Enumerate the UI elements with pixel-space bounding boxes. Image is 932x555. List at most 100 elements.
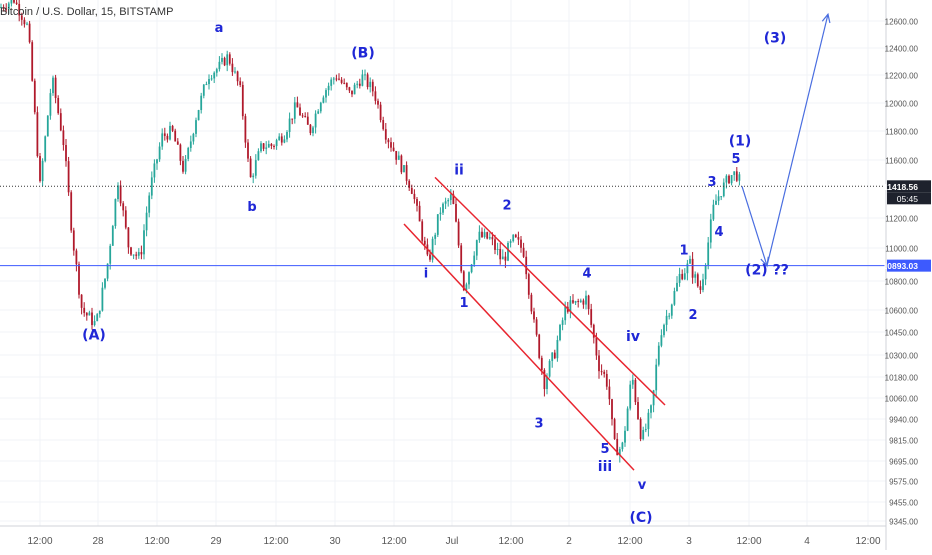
candle <box>33 78 36 115</box>
wave-label: 5 <box>731 152 740 167</box>
candle <box>332 76 335 85</box>
candle <box>335 74 338 82</box>
symbol-title: Bitcoin / U.S. Dollar, 15, BITSTAMP <box>0 6 174 18</box>
wave-label: b <box>247 200 256 215</box>
candle <box>122 201 125 217</box>
candle <box>5 3 8 13</box>
candle <box>49 88 52 120</box>
candle <box>475 239 478 261</box>
wave-label: 3 <box>707 175 716 190</box>
candle <box>171 124 174 133</box>
candle <box>278 133 281 141</box>
wave-label: 5 <box>600 442 609 457</box>
candle <box>548 359 551 378</box>
candle <box>18 0 21 22</box>
candle <box>585 290 587 310</box>
candle <box>260 141 262 153</box>
candle <box>67 156 70 196</box>
candle <box>231 58 234 76</box>
trendline-channel-lower[interactable] <box>403 223 635 471</box>
candle <box>104 278 106 290</box>
x-tick-label: 12:00 <box>144 536 169 547</box>
y-tick-label: 10800.00 <box>885 278 919 287</box>
candle <box>509 239 512 248</box>
candle <box>663 323 665 338</box>
candle <box>621 441 624 452</box>
candle <box>117 182 119 202</box>
candle <box>423 236 426 250</box>
candle <box>374 86 377 105</box>
trendline-channel-upper[interactable] <box>434 176 666 406</box>
y-tick-label: 9695.00 <box>889 458 918 467</box>
candle <box>338 73 340 81</box>
candle <box>163 127 166 141</box>
y-tick-label: 9345.00 <box>889 518 918 527</box>
candle <box>195 117 197 138</box>
candle <box>252 173 255 184</box>
candle <box>507 241 509 262</box>
candle <box>639 417 642 442</box>
candle <box>247 139 249 163</box>
candle <box>686 259 689 281</box>
candle <box>634 377 637 405</box>
candle <box>283 135 286 144</box>
time-axis[interactable]: 12:00 28 12:00 29 12:00 30 12:00 Jul 12:00 2 12:00… <box>27 536 880 547</box>
candle <box>57 95 60 115</box>
candle <box>715 194 717 205</box>
candle <box>304 112 307 118</box>
candle <box>306 112 309 125</box>
candle <box>421 219 424 245</box>
candle <box>683 268 686 281</box>
wave-label: (B) <box>351 45 374 61</box>
candle <box>322 95 325 104</box>
candle <box>439 207 442 221</box>
candle <box>325 88 327 103</box>
candle <box>236 70 239 86</box>
y-tick-label: 11000.00 <box>885 245 918 254</box>
wave-label: i <box>424 267 428 282</box>
candle <box>434 232 437 246</box>
candle <box>145 206 148 237</box>
candle <box>678 267 681 287</box>
candle <box>343 78 346 85</box>
candle <box>728 174 730 185</box>
candle <box>156 158 158 170</box>
wave-label: 1 <box>459 296 468 311</box>
projection-path[interactable] <box>741 14 829 268</box>
drawings[interactable] <box>0 12 886 471</box>
y-tick-label: 9455.00 <box>889 499 918 508</box>
candle <box>213 71 216 84</box>
candle <box>93 315 96 327</box>
candle <box>244 113 247 148</box>
wave-label: (2) ?? <box>745 262 789 278</box>
wave-label: (C) <box>629 510 652 526</box>
candle <box>228 52 231 66</box>
x-tick-label: 12:00 <box>381 536 406 547</box>
candle <box>379 101 382 123</box>
candle <box>166 133 169 143</box>
candle <box>665 309 668 332</box>
candle <box>400 154 403 175</box>
x-tick-label: 3 <box>686 536 692 547</box>
svg-text:11418.56: 11418.56 <box>883 182 918 192</box>
x-tick-label: 12:00 <box>27 536 52 547</box>
wave-label: 1 <box>679 244 688 259</box>
candle <box>449 188 452 205</box>
wave-label: iv <box>626 329 640 345</box>
candle <box>124 206 127 230</box>
candle <box>200 92 203 114</box>
candle <box>351 90 353 98</box>
candle <box>408 179 411 191</box>
candle <box>455 197 457 223</box>
candle <box>205 81 208 86</box>
candle <box>577 298 580 308</box>
candle <box>631 374 634 389</box>
candle <box>418 201 421 222</box>
candle <box>135 251 138 260</box>
candle <box>75 248 78 272</box>
candle <box>390 137 392 152</box>
candle <box>551 352 554 368</box>
